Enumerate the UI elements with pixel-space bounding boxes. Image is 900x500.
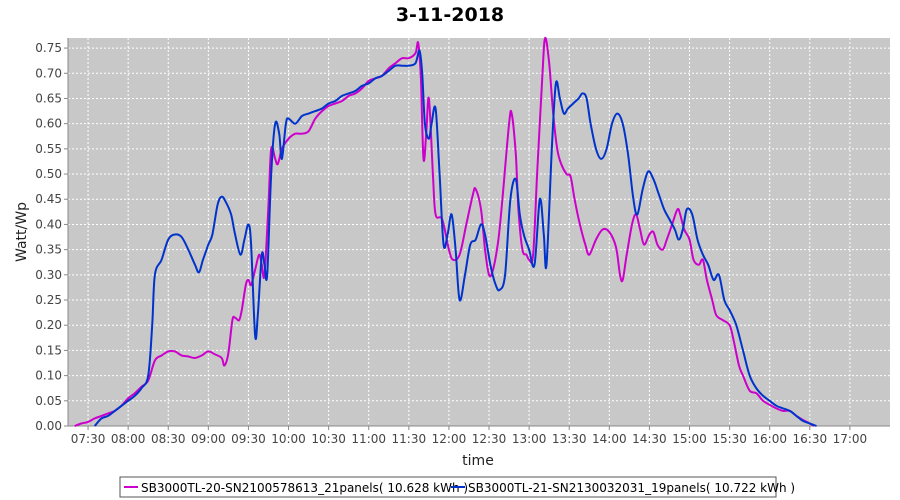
x-tick-label: 08:00 bbox=[111, 432, 146, 446]
legend-label-sb3000tl-20: SB3000TL-20-SN2100578613_21panels( 10.62… bbox=[141, 481, 468, 495]
y-tick-label: 0.30 bbox=[35, 268, 62, 282]
y-tick-label: 0.40 bbox=[35, 217, 62, 231]
x-tick-label: 12:30 bbox=[472, 432, 507, 446]
x-tick-label: 14:00 bbox=[592, 432, 627, 446]
x-tick-label: 10:30 bbox=[311, 432, 346, 446]
x-tick-label: 11:30 bbox=[392, 432, 427, 446]
y-tick-label: 0.35 bbox=[35, 243, 62, 257]
y-tick-label: 0.70 bbox=[35, 66, 62, 80]
y-tick-label: 0.65 bbox=[35, 91, 62, 105]
axes: 0.00 0.05 0.10 0.15 0.20 0.25 0.30 0.35 0.40 0.45… bbox=[35, 38, 890, 446]
y-tick-label: 0.00 bbox=[35, 419, 62, 433]
y-tick-label: 0.60 bbox=[35, 117, 62, 131]
series-layer bbox=[74, 36, 817, 427]
x-tick-label: 17:00 bbox=[833, 432, 868, 446]
x-tick-label: 13:30 bbox=[552, 432, 587, 446]
y-tick-label: 0.50 bbox=[35, 167, 62, 181]
x-tick-label: 13:00 bbox=[512, 432, 547, 446]
y-tick-label: 0.10 bbox=[35, 369, 62, 383]
x-tick-label: 16:00 bbox=[752, 432, 787, 446]
y-tick-label: 0.25 bbox=[35, 293, 62, 307]
y-axis-title: Watt/Wp bbox=[14, 202, 30, 262]
series-line-sb3000tl-21 bbox=[93, 49, 817, 427]
x-tick-label: 09:00 bbox=[191, 432, 226, 446]
legend-box bbox=[119, 476, 777, 498]
grid-lines bbox=[68, 38, 890, 427]
y-tick-label: 0.05 bbox=[35, 394, 62, 408]
x-axis-title: time bbox=[462, 453, 494, 469]
x-tick-label: 09:30 bbox=[231, 432, 266, 446]
x-tick-label: 15:30 bbox=[712, 432, 747, 446]
x-tick-label: 10:00 bbox=[271, 432, 306, 446]
x-tick-label: 07:30 bbox=[71, 432, 106, 446]
x-tick-label: 14:30 bbox=[632, 432, 667, 446]
y-tick-label: 0.45 bbox=[35, 192, 62, 206]
chart-title: 3-11-2018 bbox=[396, 4, 504, 26]
y-tick-label: 0.20 bbox=[35, 318, 62, 332]
series-line-sb3000tl-20 bbox=[74, 36, 815, 427]
x-tick-label: 12:00 bbox=[432, 432, 467, 446]
x-tick-label: 16:30 bbox=[793, 432, 828, 446]
x-tick-label: 11:00 bbox=[351, 432, 386, 446]
y-tick-label: 0.15 bbox=[35, 343, 62, 357]
y-tick-label: 0.55 bbox=[35, 142, 62, 156]
x-tick-label: 15:00 bbox=[672, 432, 707, 446]
legend: SB3000TL-20-SN2100578613_21panels( 10.62… bbox=[119, 476, 795, 498]
x-tick-label: 08:30 bbox=[151, 432, 186, 446]
y-tick-label: 0.75 bbox=[35, 41, 62, 55]
legend-label-sb3000tl-21: SB3000TL-21-SN2130032031_19panels( 10.72… bbox=[468, 481, 795, 495]
